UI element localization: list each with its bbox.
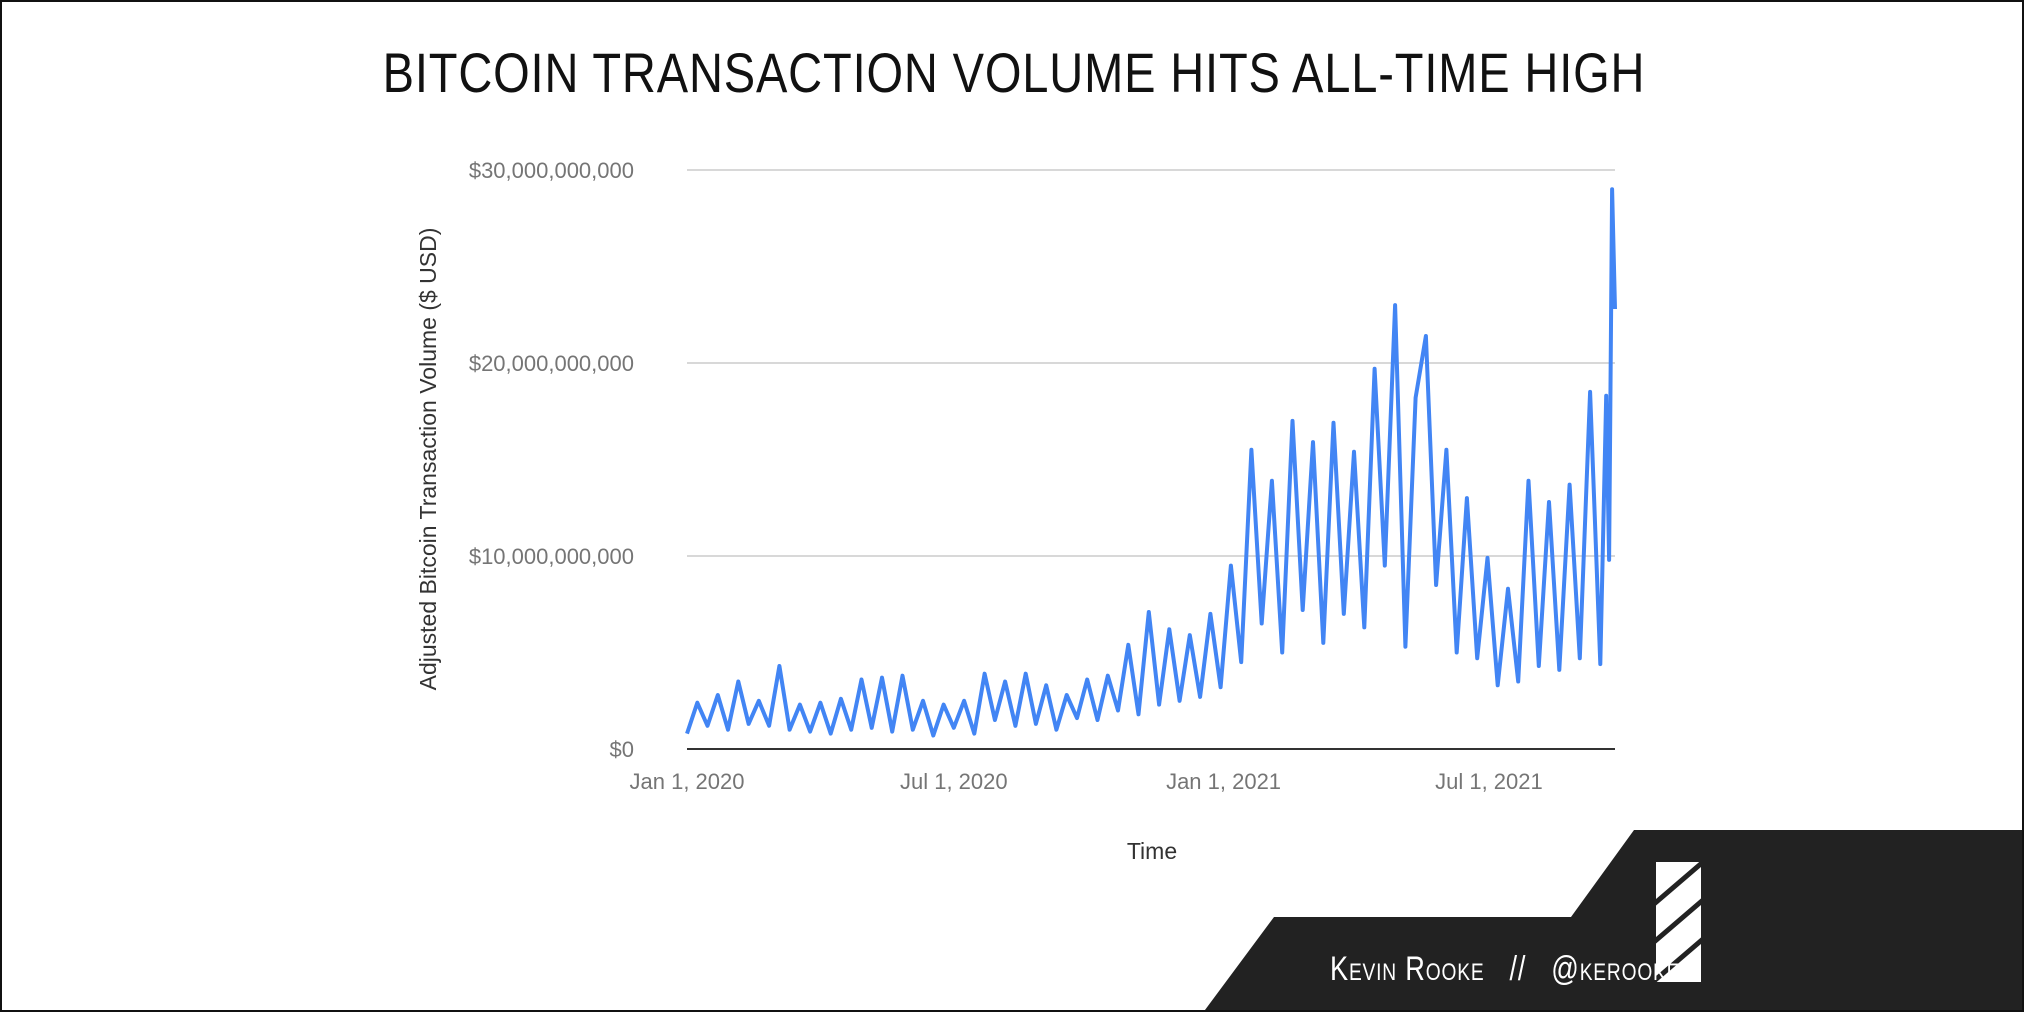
x-tick-label: Jan 1, 2020 — [630, 769, 745, 794]
gridlines — [687, 169, 1615, 557]
x-tick-label: Jul 1, 2020 — [900, 769, 1008, 794]
chart-title: BITCOIN TRANSACTION VOLUME HITS ALL-TIME… — [382, 41, 1646, 104]
x-tick-labels: Jan 1, 2020 Jul 1, 2020 Jan 1, 2021 Jul 1, … — [630, 769, 1543, 794]
series-line — [685, 187, 1617, 738]
y-tick-label: $10,000,000,000 — [469, 544, 634, 569]
y-axis-title: Adjusted Bitcoin Transaction Volume ($ U… — [415, 228, 441, 691]
y-tick-label: $20,000,000,000 — [469, 351, 634, 376]
y-tick-label: $30,000,000,000 — [469, 158, 634, 183]
y-tick-labels: $0 $10,000,000,000 $20,000,000,000 $30,000,… — [469, 158, 634, 762]
credit-banner — [1204, 830, 2022, 1010]
x-axis-title: Time — [1127, 838, 1177, 864]
striped-square-logo — [1652, 860, 1705, 983]
x-tick-label: Jul 1, 2021 — [1435, 769, 1543, 794]
y-tick-label: $0 — [610, 737, 634, 762]
x-tick-label: Jan 1, 2021 — [1166, 769, 1281, 794]
author-credit: Kevin Rooke // @kerooke — [1330, 950, 1681, 988]
